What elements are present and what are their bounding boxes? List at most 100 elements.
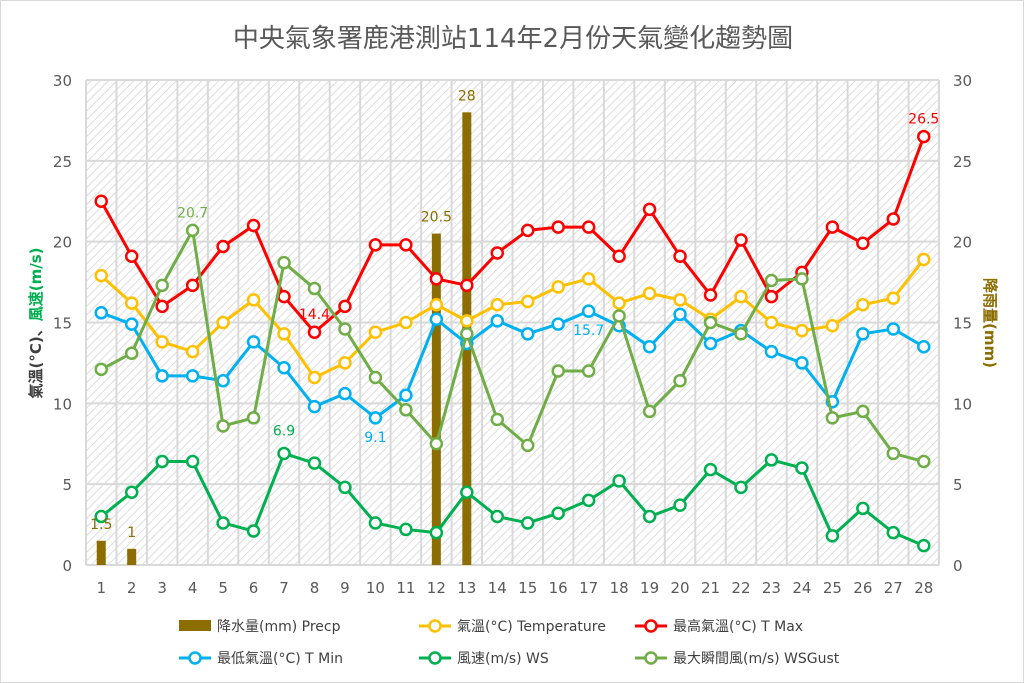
series-point-1 [216,315,230,330]
precip-bar [431,233,441,566]
series-point-2 [460,278,474,293]
series-point-5 [429,437,444,451]
series-point-3 [551,317,565,331]
y-tick-right: 5 [953,476,963,494]
series-point-5 [886,446,901,461]
precip-bar [127,548,137,565]
series-point-1 [429,297,444,312]
series-point-2 [642,202,657,217]
legend-label: 氣溫(°C) Temperature [457,619,606,635]
series-line-2 [99,136,926,334]
series-point-3 [94,306,108,320]
series-point-3 [795,356,809,370]
y-tick-right: 20 [953,234,972,252]
series-point-2 [825,220,840,234]
series-point-5 [917,454,931,469]
x-tick: 13 [457,579,476,597]
y-tick-right: 0 [953,557,963,575]
x-tick: 1 [96,579,106,597]
data-label-2: 26.5 [908,112,939,128]
legend-swatch-marker [188,651,202,665]
series-point-4 [368,516,383,530]
data-label-2: 14.4 [299,307,330,323]
series-point-3 [490,314,505,328]
series-point-1 [673,293,687,307]
series-point-1 [155,335,169,349]
legend-label: 最大瞬間風(m/s) WSGust [673,651,840,667]
series-point-4 [124,485,139,499]
y-tick-right: 15 [953,315,972,333]
series-point-1 [338,356,352,370]
series-point-5 [94,362,108,377]
series-point-2 [338,299,352,314]
series-point-3 [642,340,657,354]
series-point-1 [124,296,139,310]
x-tick: 12 [427,579,446,597]
series-point-3 [185,369,200,383]
series-point-4 [490,509,505,524]
x-tick: 19 [640,579,659,597]
series-point-2 [764,289,779,304]
y-axis-left-label: 氣溫(°C)、風速(m/s) [27,248,45,399]
series-point-4 [642,509,657,524]
x-tick: 16 [549,579,568,597]
series-point-2 [673,249,687,263]
series-point-4 [94,509,108,524]
y-axis-left-label-temp: 氣溫(°C) [27,336,45,398]
x-tick: 17 [579,579,598,597]
series-point-4 [764,453,779,467]
series-point-3 [124,317,139,331]
x-tick: 6 [249,579,259,597]
y-axis-left-label-sep: 、 [27,321,45,336]
series-point-3 [368,411,383,425]
series-point-4 [155,454,169,469]
series-point-1 [734,289,748,304]
data-label-5: 20.7 [177,205,208,221]
series-point-2 [917,129,931,144]
x-tick: 26 [853,579,872,597]
series-point-5 [856,404,870,419]
series-point-2 [612,249,626,263]
x-tick: 24 [792,579,811,597]
series-point-4 [520,516,535,530]
y-tick-left: 10 [53,395,72,413]
series-point-1 [612,296,626,310]
series-point-1 [825,318,840,333]
series-point-1 [460,314,474,328]
series-point-5 [642,404,657,419]
series-point-1 [856,297,870,312]
series-point-3 [277,361,291,375]
series-point-2 [185,278,200,293]
series-point-2 [703,288,718,302]
series-point-4 [734,480,748,495]
legend-label: 降水量(mm) Precp [217,619,341,635]
series-point-5 [795,272,809,286]
series-point-2 [429,272,444,286]
series-point-4 [551,506,565,521]
data-label-4: 6.9 [273,423,295,439]
x-tick: 3 [157,579,167,597]
precip-data-label: 1 [127,525,136,541]
series-point-2 [216,239,230,254]
series-point-2 [94,194,108,208]
y-tick-right: 25 [953,153,972,171]
data-label-3: 15.7 [573,323,604,339]
series-point-1 [520,294,535,309]
series-point-2 [307,325,322,339]
series-point-1 [277,327,291,341]
y-tick-left: 0 [62,557,72,575]
series-point-1 [399,315,413,330]
series-line-1 [100,258,925,379]
series-point-5 [155,278,169,293]
precip-data-label: 1.5 [90,517,112,533]
series-point-4 [338,480,352,495]
series-line-4 [100,451,925,547]
x-tick: 23 [762,579,781,597]
series-point-1 [551,280,565,294]
x-tick: 25 [823,579,842,597]
data-label-3: 9.1 [364,430,386,446]
x-tick: 27 [884,579,903,597]
series-point-5 [216,419,230,433]
